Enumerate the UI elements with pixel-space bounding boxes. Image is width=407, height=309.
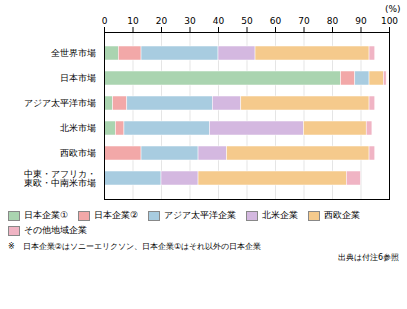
html-text:日本企業①: 日本企業① bbox=[24, 210, 69, 220]
svg-text:西欧市場: 西欧市場 bbox=[60, 148, 96, 158]
svg-text:(%): (%) bbox=[385, 4, 401, 14]
html-text:出典は付注6参照: 出典は付注6参照 bbox=[337, 253, 399, 262]
svg-text:80: 80 bbox=[327, 16, 339, 26]
svg-text:70: 70 bbox=[298, 16, 310, 26]
svg-text:20: 20 bbox=[156, 16, 168, 26]
svg-text:日本市場: 日本市場 bbox=[60, 73, 96, 83]
svg-text:0: 0 bbox=[102, 16, 108, 26]
svg-text:中東・アフリカ・東欧・中南米市場: 中東・アフリカ・東欧・中南米市場 bbox=[24, 169, 96, 188]
svg-text:90: 90 bbox=[355, 16, 367, 26]
svg-text:60: 60 bbox=[270, 16, 282, 26]
html-text:アジア太平洋企業: アジア太平洋企業 bbox=[164, 210, 237, 220]
svg-text:北米市場: 北米市場 bbox=[60, 123, 96, 133]
svg-text:アジア太平洋市場: アジア太平洋市場 bbox=[24, 98, 96, 108]
html-text:西欧企業: 西欧企業 bbox=[324, 210, 361, 220]
svg-text:100: 100 bbox=[381, 16, 398, 26]
svg-text:50: 50 bbox=[241, 16, 253, 26]
svg-text:40: 40 bbox=[213, 16, 225, 26]
html-text:※ 日本企業②はソニーエリクソン、日本企業①はそれ以外の日本: ※ 日本企業②はソニーエリクソン、日本企業①はそれ以外の日本企業 bbox=[8, 242, 261, 251]
html-text:日本企業②: 日本企業② bbox=[94, 210, 139, 220]
html-text:北米企業: 北米企業 bbox=[262, 210, 299, 220]
html-text:その他地域企業: その他地域企業 bbox=[24, 225, 87, 235]
svg-text:全世界市場: 全世界市場 bbox=[51, 48, 96, 58]
svg-text:30: 30 bbox=[184, 16, 196, 26]
svg-text:10: 10 bbox=[127, 16, 139, 26]
